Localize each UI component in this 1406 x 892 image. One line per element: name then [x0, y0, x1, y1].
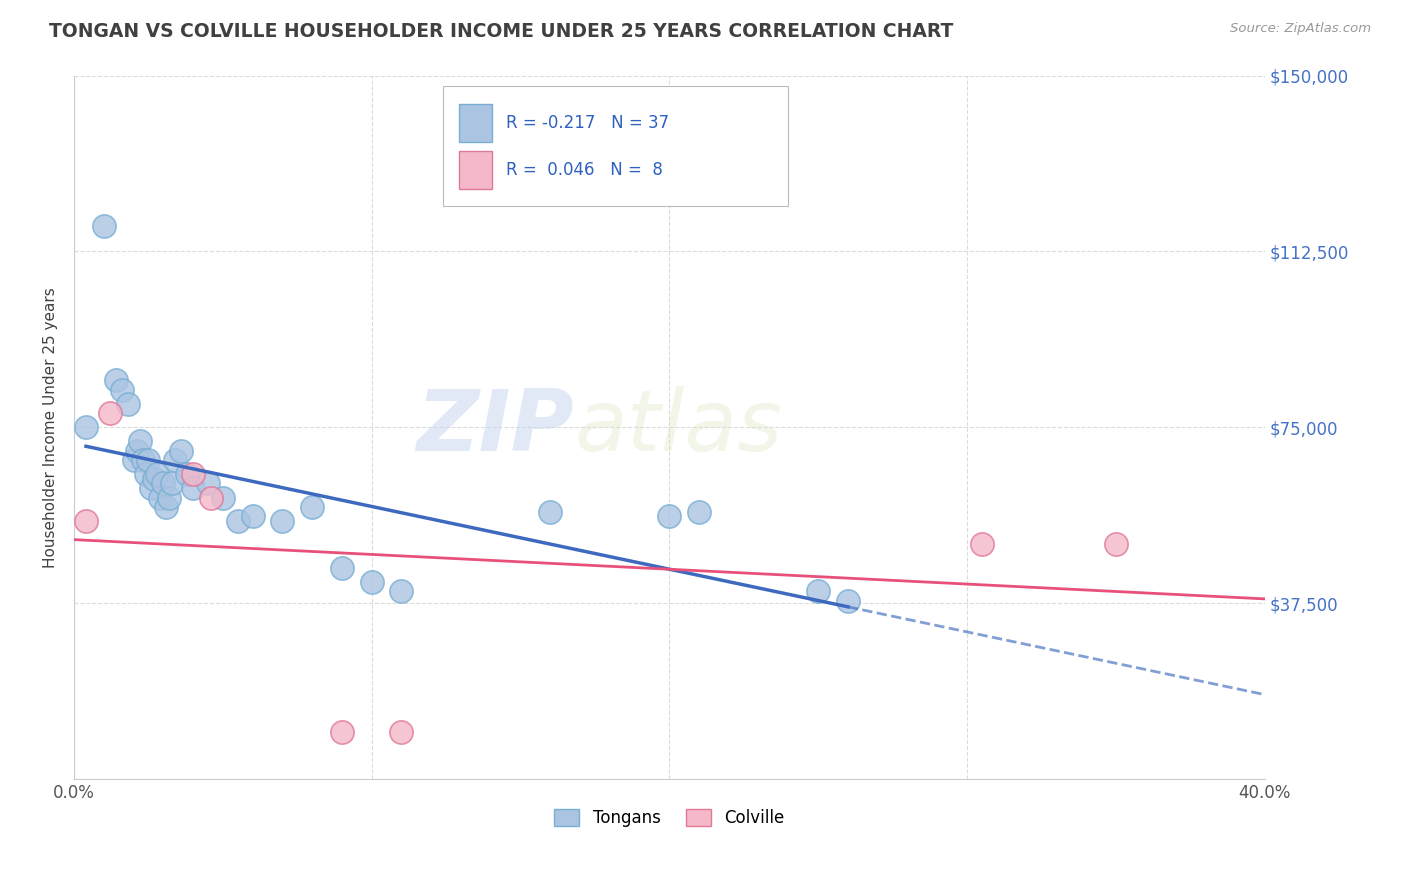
Point — [152, 476, 174, 491]
Point — [301, 500, 323, 514]
Bar — [458, 151, 492, 189]
Point — [330, 725, 353, 739]
Point — [176, 467, 198, 482]
Point — [200, 491, 222, 505]
Point — [128, 434, 150, 449]
Point — [688, 505, 710, 519]
Point — [226, 514, 249, 528]
Point — [181, 481, 204, 495]
Bar — [458, 103, 492, 143]
Text: R = -0.217   N = 37: R = -0.217 N = 37 — [506, 114, 669, 132]
Point — [360, 574, 382, 589]
Point — [212, 491, 235, 505]
Point — [111, 383, 134, 397]
Point — [122, 453, 145, 467]
Point — [1105, 537, 1128, 551]
Point — [138, 453, 160, 467]
Point — [93, 219, 115, 233]
Point — [271, 514, 294, 528]
Point — [141, 481, 163, 495]
Legend: Tongans, Colville: Tongans, Colville — [548, 803, 792, 834]
Point — [197, 476, 219, 491]
Point — [181, 467, 204, 482]
Y-axis label: Householder Income Under 25 years: Householder Income Under 25 years — [44, 287, 58, 567]
Point — [98, 406, 121, 420]
Point — [75, 514, 97, 528]
Point — [170, 443, 193, 458]
Point — [165, 453, 187, 467]
Point — [538, 505, 561, 519]
Text: R =  0.046   N =  8: R = 0.046 N = 8 — [506, 161, 664, 179]
Point — [131, 453, 153, 467]
Point — [135, 467, 157, 482]
Point — [391, 725, 413, 739]
Text: Source: ZipAtlas.com: Source: ZipAtlas.com — [1230, 22, 1371, 36]
Text: atlas: atlas — [574, 385, 782, 468]
Point — [837, 593, 859, 607]
Text: TONGAN VS COLVILLE HOUSEHOLDER INCOME UNDER 25 YEARS CORRELATION CHART: TONGAN VS COLVILLE HOUSEHOLDER INCOME UN… — [49, 22, 953, 41]
Point — [970, 537, 993, 551]
Point — [104, 373, 127, 387]
Point — [807, 584, 830, 599]
Text: ZIP: ZIP — [416, 385, 574, 468]
Point — [75, 420, 97, 434]
Point — [125, 443, 148, 458]
Point — [149, 491, 172, 505]
Point — [117, 397, 139, 411]
Point — [146, 467, 169, 482]
Point — [162, 476, 184, 491]
Point — [242, 509, 264, 524]
Point — [143, 472, 166, 486]
FancyBboxPatch shape — [443, 86, 789, 206]
Point — [391, 584, 413, 599]
Point — [658, 509, 681, 524]
Point — [155, 500, 177, 514]
Point — [157, 491, 180, 505]
Point — [330, 561, 353, 575]
